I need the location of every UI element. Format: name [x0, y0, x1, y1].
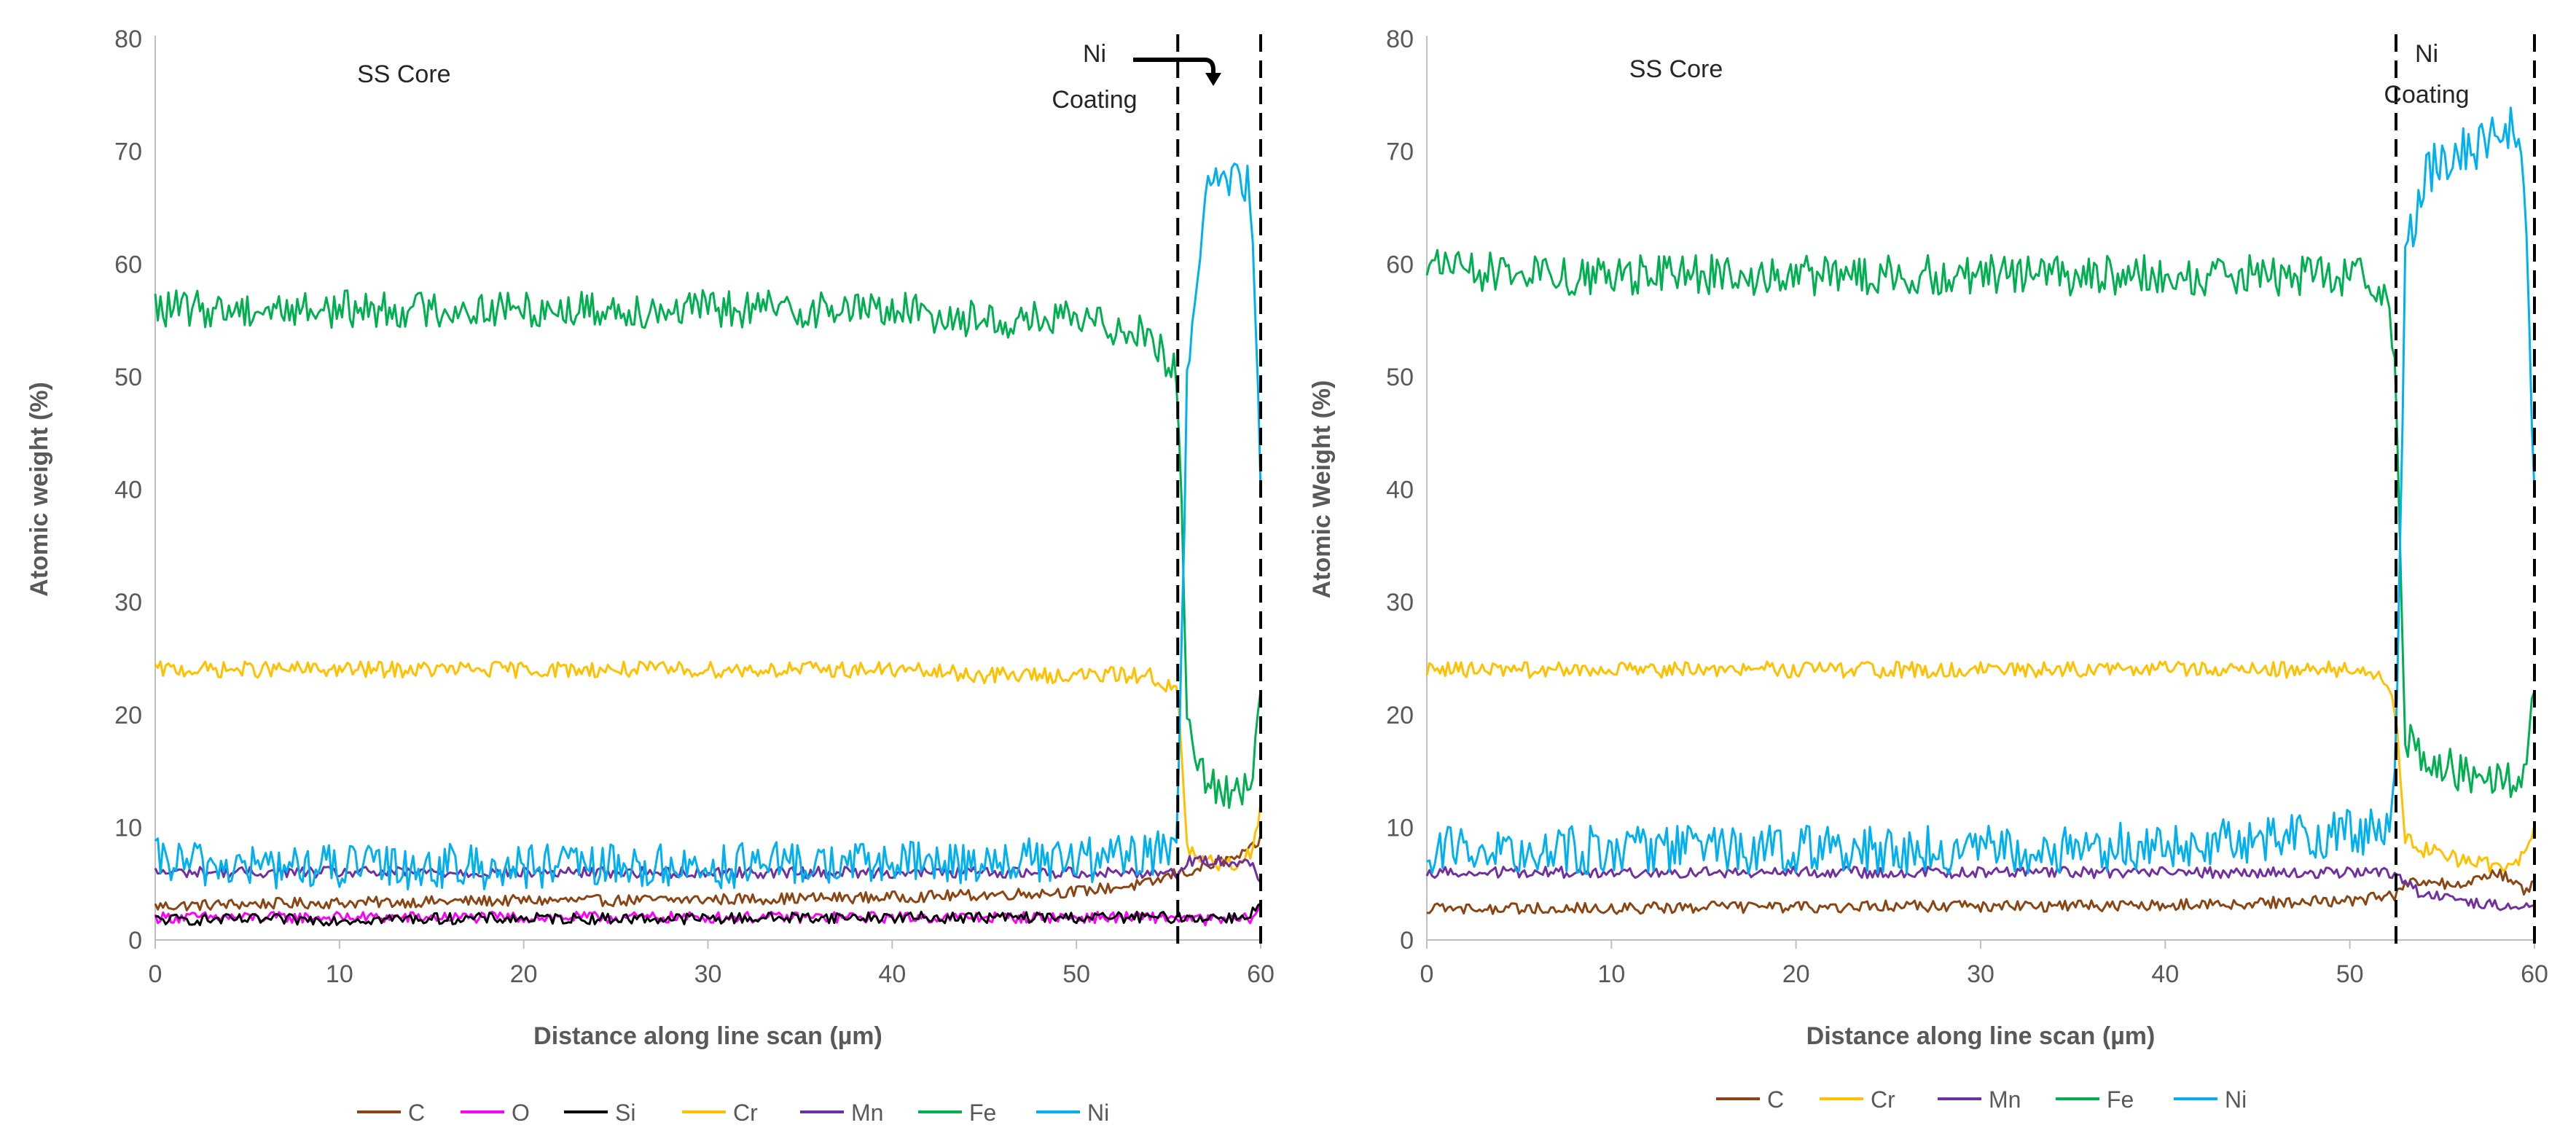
chart-0-y-tick-label: 50	[114, 364, 142, 391]
chart-0-series-line-cr	[154, 660, 1262, 871]
chart-1-y-tick-label: 50	[1386, 364, 1414, 391]
chart-1-legend-label-fe: Fe	[2107, 1086, 2134, 1113]
chart-0-legend-label-c: C	[408, 1100, 425, 1126]
chart-0-x-tick-label: 10	[326, 960, 353, 988]
chart-0-series-line-ni	[154, 162, 1262, 890]
chart-1-x-tick-label: 50	[2336, 960, 2364, 988]
chart-left: 0 10 20 30 40 50 60 70 80 0 10 20 30 40 50 60 Distance a…	[26, 26, 1275, 1126]
chart-0-x-tick-label: 50	[1062, 960, 1090, 988]
chart-1-legend-label-cr: Cr	[1871, 1086, 1895, 1113]
chart-0-y-tick-label: 0	[128, 927, 142, 955]
chart-0-y-tick-label: 20	[114, 702, 142, 729]
chart-1-x-tick-label: 0	[1420, 960, 1434, 988]
chart-0-ni-coating-label-line1: Ni	[1083, 40, 1106, 68]
chart-1-ni-coating-label-line2: Coating	[2384, 81, 2469, 109]
chart-1-series-line-mn	[1425, 866, 2535, 912]
chart-0-legend-label-o: O	[512, 1100, 530, 1126]
chart-1-legend-label-c: C	[1767, 1086, 1784, 1113]
chart-0-y-tick-label: 70	[114, 138, 142, 166]
chart-0-coating-arrow	[1133, 58, 1215, 76]
chart-1-series-line-ni	[1426, 106, 2536, 875]
chart-1-legend-label-ni: Ni	[2225, 1086, 2247, 1113]
chart-0-series-line-c	[154, 834, 1262, 912]
chart-1-x-tick-label: 40	[2151, 960, 2179, 988]
chart-0-legend-label-si: Si	[615, 1100, 635, 1126]
chart-0-x-tick-label: 60	[1247, 960, 1275, 988]
chart-0-x-tick-label: 40	[878, 960, 906, 988]
chart-0-y-tick-label: 40	[114, 477, 142, 504]
chart-1-x-tick-label: 60	[2521, 960, 2548, 988]
chart-0-legend-label-fe: Fe	[969, 1100, 996, 1126]
chart-panel-left: 0 10 20 30 40 50 60 70 80 0 10 20 30 40 50 60 Distance a…	[0, 0, 1286, 1140]
chart-1-x-tick-label: 20	[1782, 960, 1810, 988]
chart-1-y-axis-title: Atomic Weight (%)	[1308, 380, 1336, 599]
chart-1-y-tick-label: 0	[1400, 927, 1414, 955]
chart-1-x-tick-label: 10	[1597, 960, 1625, 988]
chart-0-y-tick-label: 10	[114, 814, 142, 842]
chart-1-x-tick-label: 30	[1967, 960, 1994, 988]
chart-0-y-tick-label: 30	[114, 589, 142, 616]
chart-0-x-axis-title: Distance along line scan (µm)	[533, 1022, 882, 1050]
chart-0-y-axis-title: Atomic weight (%)	[26, 382, 53, 597]
chart-1-y-tick-label: 20	[1386, 702, 1414, 729]
chart-1-y-tick-label: 60	[1386, 251, 1414, 278]
chart-0-series-line-fe	[154, 289, 1262, 810]
chart-0-ni-coating-label-line2: Coating	[1052, 86, 1137, 114]
chart-right: 0 10 20 30 40 50 60 70 80 0 10 20 30 40 50 60 Distance a…	[1308, 26, 2548, 1113]
chart-0-y-tick-label: 80	[114, 26, 142, 53]
chart-0-legend-label-ni: Ni	[1087, 1100, 1109, 1126]
chart-1-series-line-cr	[1425, 660, 2536, 874]
chart-1-series-line-fe	[1425, 248, 2536, 799]
chart-1-ni-coating-label-line1: Ni	[2415, 40, 2438, 68]
chart-0-y-tick-label: 60	[114, 251, 142, 278]
chart-1-ss-core-label: SS Core	[1629, 55, 1723, 83]
chart-0-legend-label-mn: Mn	[851, 1100, 883, 1126]
chart-1-y-tick-label: 80	[1386, 26, 1414, 53]
chart-0-x-tick-label: 30	[694, 960, 722, 988]
chart-1-legend-label-mn: Mn	[1989, 1086, 2021, 1113]
chart-1-series-line-c	[1426, 868, 2535, 915]
chart-1-y-tick-label: 30	[1386, 589, 1414, 616]
chart-1-y-tick-label: 10	[1386, 814, 1414, 842]
chart-0-ss-core-label: SS Core	[357, 60, 451, 88]
chart-0-series-line-o	[154, 902, 1262, 927]
chart-0-coating-arrow-head	[1205, 73, 1221, 86]
chart-0-series-line-si	[154, 902, 1261, 927]
chart-1-y-tick-label: 40	[1386, 477, 1414, 504]
chart-1-y-tick-label: 70	[1386, 138, 1414, 166]
chart-panel-right: 0 10 20 30 40 50 60 70 80 0 10 20 30 40 50 60 Distance a…	[1286, 0, 2576, 1140]
chart-0-x-tick-label: 0	[149, 960, 163, 988]
chart-1-x-axis-title: Distance along line scan (µm)	[1806, 1022, 2156, 1050]
chart-0-x-tick-label: 20	[510, 960, 538, 988]
chart-0-legend-label-cr: Cr	[733, 1100, 758, 1126]
